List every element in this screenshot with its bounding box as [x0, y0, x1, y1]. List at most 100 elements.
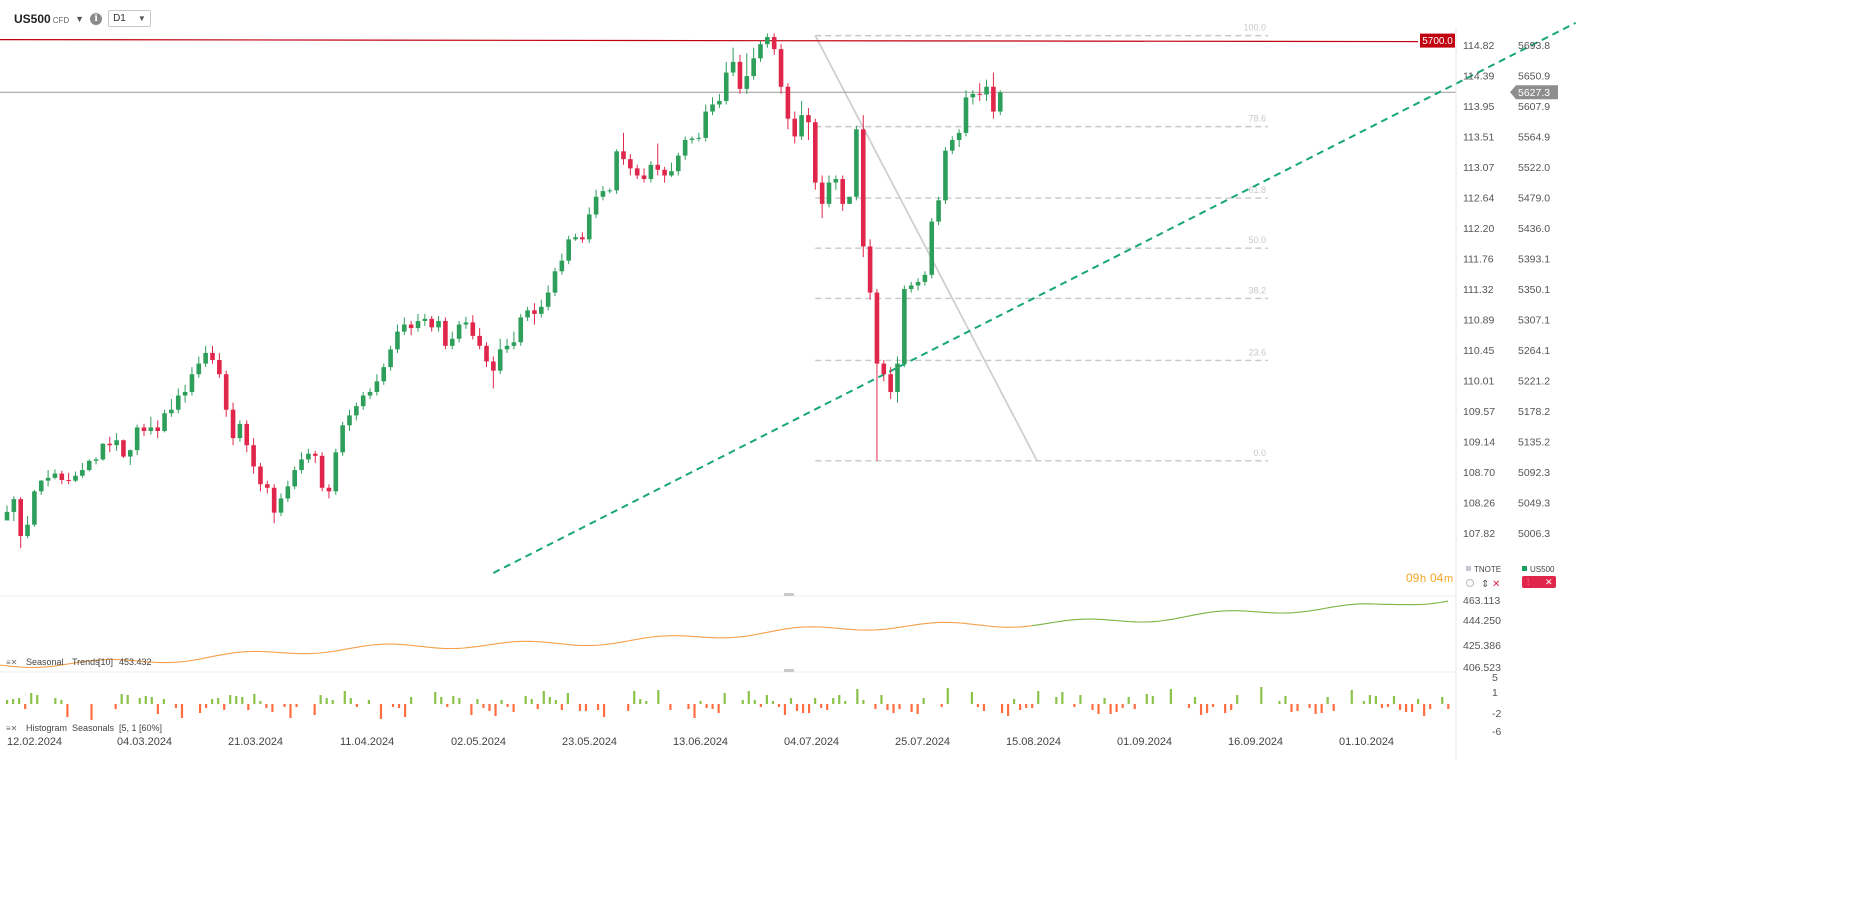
seasonal-trends-pane[interactable]: 463.113 444.250 425.386 406.523 ≡✕ Seasonal Tr… [0, 593, 1501, 674]
histogram-bar-positive [771, 701, 775, 704]
histogram-bar-negative [156, 704, 159, 714]
candle-up [511, 331, 517, 350]
histogram-bar-positive [1236, 695, 1239, 704]
candle-down [18, 497, 23, 549]
candle-up [956, 129, 962, 148]
candle-body [689, 138, 695, 140]
candle-down [491, 356, 496, 389]
candle-body [593, 196, 599, 215]
candle-body [908, 285, 914, 290]
histogram-bar-positive [410, 697, 413, 704]
histogram-bar-negative [114, 704, 117, 709]
candle-up [908, 281, 914, 293]
candle-body [573, 237, 578, 240]
price-axis[interactable]: 5693.8 5650.9 5607.9 5564.9 5522.0 5479.0 5436… [1420, 28, 1558, 760]
histogram-bar-negative [820, 704, 823, 708]
time-axis-label: 25.07.2024 [895, 736, 950, 748]
candle-up [970, 90, 976, 105]
secondary-tick-label: 110.01 [1463, 375, 1494, 387]
candle-body [888, 374, 893, 392]
candle-body [532, 310, 537, 314]
candles[interactable] [4, 33, 1003, 549]
candle-down [771, 33, 777, 55]
symbol-selector[interactable]: US500 CFD [14, 12, 69, 26]
histogram-bar-positive [144, 696, 147, 704]
price-tick-label: 5607.9 [1518, 101, 1550, 113]
histogram-bar-negative [1224, 704, 1227, 713]
histogram-bar-negative [506, 704, 509, 707]
histogram-bar-negative [223, 704, 226, 710]
fibonacci-retracement[interactable]: 100.0 78.6 61.8 50.0 38.2 23.6 0.0 [814, 23, 1268, 462]
histogram-bar-positive [1392, 696, 1396, 704]
histogram-bar-negative [289, 704, 292, 718]
candle-body [607, 190, 613, 192]
fib-level-label: 100.0 [1243, 23, 1266, 33]
seasonal-label: Seasonal [26, 657, 64, 667]
candle-body [86, 460, 92, 471]
candle-body [525, 310, 530, 318]
candle-down [312, 450, 318, 463]
secondary-tick-label: 114.39 [1463, 70, 1494, 82]
candle-body [223, 374, 229, 410]
time-axis-label: 23.05.2024 [562, 736, 617, 748]
histogram-bar-positive [1127, 697, 1130, 704]
histogram-bar-negative [1447, 704, 1450, 709]
candle-body [251, 445, 256, 467]
candle-body [682, 139, 688, 156]
histogram-bar-positive [524, 696, 527, 704]
secondary-tick-label: 113.51 [1463, 131, 1494, 143]
histogram-bar-positive [500, 700, 503, 704]
candle-down [634, 164, 640, 180]
histogram-bar-positive [856, 689, 859, 704]
histogram-bar-positive [1350, 690, 1353, 704]
histogram-bar-positive [639, 699, 642, 704]
histogram-bar-positive [970, 692, 973, 704]
seasonal-name: Trends [72, 657, 100, 667]
price-tick-label: 5178.2 [1518, 406, 1550, 418]
candle-up [237, 420, 243, 442]
candle-body [545, 292, 551, 307]
histogram-bar-negative [693, 704, 696, 718]
candle-body [929, 221, 935, 275]
candle-body [100, 443, 106, 460]
histogram-bar-negative [283, 704, 286, 707]
us500-legend-swatch [1522, 566, 1527, 571]
candle-up [402, 317, 407, 336]
candle-body [52, 473, 58, 478]
timeframe-select[interactable]: D1 ▼ [108, 10, 151, 27]
candle-up [169, 399, 174, 417]
eye-icon [1466, 579, 1474, 587]
symbol-dropdown-icon[interactable]: ▼ [75, 13, 85, 24]
candle-body [977, 93, 982, 95]
candle-up [38, 479, 44, 495]
candle-body [38, 480, 44, 492]
candle-body [758, 44, 763, 59]
info-icon[interactable]: i [90, 12, 103, 25]
histogram-bar-positive [832, 698, 835, 704]
candle-body [271, 487, 277, 513]
histogram-bar-positive [126, 695, 129, 704]
pane-settings-icon: ≡✕ [6, 658, 17, 667]
candle-up [552, 267, 558, 297]
candle-body [566, 239, 571, 261]
candle-up [689, 136, 695, 144]
candle-body [744, 76, 750, 89]
histogram-bar-positive [1169, 689, 1172, 704]
histogram-bar-positive [54, 698, 57, 704]
candle-up [354, 402, 359, 421]
candle-down [230, 402, 236, 446]
histogram-bar-positive [241, 697, 244, 704]
candle-body [655, 164, 661, 170]
histogram-bar-negative [247, 704, 250, 710]
candle-up [347, 409, 352, 431]
histogram-bar-negative [313, 704, 316, 715]
histogram-seasonals-pane[interactable]: 5 1 -2 -6 ≡✕ Histogram Seasonals [5, 1 [60%] [0, 669, 1501, 738]
candle-down [840, 175, 845, 211]
candle-body [539, 306, 544, 314]
histogram-bar-positive [554, 700, 557, 704]
histogram-bar-negative [1314, 704, 1317, 714]
time-axis[interactable]: 12.02.2024 04.03.2024 21.03.2024 11.04.2024… [7, 736, 1394, 748]
candle-body [265, 484, 270, 488]
